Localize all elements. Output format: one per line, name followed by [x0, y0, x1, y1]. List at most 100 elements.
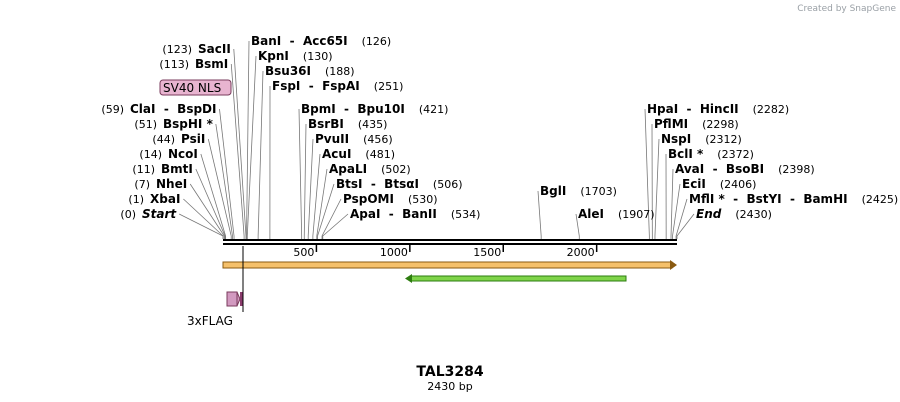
site-bsu36i[interactable]: Bsu36I (188): [265, 64, 355, 78]
site-leader-line: [672, 183, 681, 239]
site-position: (11): [132, 163, 155, 176]
site-leader-line: [200, 153, 227, 239]
site-leader-line: [246, 40, 250, 239]
site-leader-line: [654, 138, 660, 239]
site-name: BclI *: [668, 147, 704, 161]
ruler-tick-label: 1500: [473, 246, 501, 259]
site-leader-line: [575, 213, 580, 239]
site-ecii[interactable]: EciI (2406): [682, 177, 756, 191]
site-name: PsiI: [181, 132, 205, 146]
site-pspomi[interactable]: PspOMI (530): [343, 192, 438, 206]
site-position: (59): [101, 103, 124, 116]
site-name: NheI: [156, 177, 187, 191]
site-name: ApaLI: [329, 162, 367, 176]
site-end[interactable]: End (2430): [696, 207, 772, 221]
site-name: BpmI - Bpu10I: [301, 102, 405, 116]
site-position: (113): [159, 58, 189, 71]
site-position: (123): [162, 43, 192, 56]
site-leader-line: [207, 138, 232, 239]
site-position: (2372): [717, 148, 754, 161]
site-btsi-bts-i[interactable]: BtsI - BtsαI (506): [336, 177, 463, 191]
map-title: TAL3284: [416, 364, 483, 380]
site-name: AvaI - BsoBI: [675, 162, 764, 176]
site-position: (2282): [753, 103, 790, 116]
feature-sv40-nls[interactable]: SV40 NLS: [159, 79, 232, 96]
site-avai-bsobi[interactable]: AvaI - BsoBI (2398): [675, 162, 815, 176]
site-bmti[interactable]: BmtI (11): [132, 162, 192, 176]
site-position: (126): [362, 35, 392, 48]
site-position: (2425): [862, 193, 899, 206]
site-acui[interactable]: AcuI (481): [322, 147, 395, 161]
site-leader-line: [675, 198, 688, 239]
orf-forward: [222, 260, 677, 270]
site-ncoi[interactable]: NcoI (14): [139, 147, 197, 161]
site-position: (14): [139, 148, 162, 161]
site-leader-line: [322, 213, 349, 239]
site-fspi-fspai[interactable]: FspI - FspAI (251): [272, 79, 403, 93]
site-leader-line: [303, 123, 307, 239]
site-bpmi-bpu10i[interactable]: BpmI - Bpu10I (421): [301, 102, 448, 116]
site-psii[interactable]: PsiI (44): [152, 132, 205, 146]
site-leader-line: [219, 108, 235, 239]
site-position: (1907): [618, 208, 655, 221]
site-apai-banii[interactable]: ApaI - BanII (534): [350, 207, 480, 221]
site-position: (1703): [580, 185, 617, 198]
site-position: (7): [134, 178, 150, 191]
site-position: (502): [381, 163, 411, 176]
site-name: BsmI: [195, 57, 228, 71]
site-position: (44): [152, 133, 175, 146]
site-name: NcoI: [168, 147, 198, 161]
site-name: PspOMI: [343, 192, 394, 206]
site-bsmi[interactable]: BsmI (113): [159, 57, 228, 71]
site-leader-lines: [178, 40, 695, 239]
site-leader-line: [233, 48, 247, 239]
ruler-tick-label: 500: [293, 246, 314, 259]
site-position: (1): [128, 193, 144, 206]
site-sacii[interactable]: SacII (123): [162, 42, 230, 56]
site-leader-line: [215, 123, 233, 239]
site-position: (530): [408, 193, 438, 206]
site-nhei[interactable]: NheI (7): [134, 177, 187, 191]
site-hpai-hincii[interactable]: HpaI - HincII (2282): [647, 102, 789, 116]
site-name: MflI * - BstYI - BamHI: [689, 192, 848, 206]
site-name: BglI: [540, 184, 566, 198]
site-name: AleI: [578, 207, 604, 221]
site-mfli-bstyi-bamhi[interactable]: MflI * - BstYI - BamHI (2425): [689, 192, 898, 206]
site-alei[interactable]: AleI (1907): [578, 207, 655, 221]
site-position: (456): [363, 133, 393, 146]
site-pflmi[interactable]: PflMI (2298): [654, 117, 739, 131]
site-name: ClaI - BspDI: [130, 102, 216, 116]
feature-3xflag[interactable]: 3xFLAG: [187, 246, 244, 328]
site-nspi[interactable]: NspI (2312): [661, 132, 742, 146]
site-position: (251): [374, 80, 404, 93]
site-bsphi[interactable]: BspHI * (51): [134, 117, 213, 131]
site-leader-line: [312, 153, 321, 239]
site-name: XbaI: [150, 192, 180, 206]
site-name: PvuII: [315, 132, 349, 146]
site-position: (2398): [778, 163, 815, 176]
site-bsrbi[interactable]: BsrBI (435): [308, 117, 387, 131]
site-name: EciI: [682, 177, 706, 191]
site-clai-bspdi[interactable]: ClaI - BspDI (59): [101, 102, 216, 116]
site-name: PflMI: [654, 117, 688, 131]
site-leader-line: [257, 70, 264, 239]
site-apali[interactable]: ApaLI (502): [329, 162, 411, 176]
site-name: End: [696, 207, 722, 221]
site-kpni[interactable]: KpnI (130): [258, 49, 333, 63]
site-position: (188): [325, 65, 355, 78]
site-pvuii[interactable]: PvuII (456): [315, 132, 393, 146]
site-bgli[interactable]: BglI (1703): [540, 184, 617, 198]
site-name: AcuI: [322, 147, 351, 161]
site-position: (481): [365, 148, 395, 161]
site-leader-line: [183, 198, 224, 239]
site-name: BanI - Acc65I: [251, 34, 348, 48]
site-bcli[interactable]: BclI * (2372): [668, 147, 754, 161]
sequence-backbone: [223, 239, 677, 245]
site-xbai[interactable]: XbaI (1): [128, 192, 180, 206]
site-leader-line: [298, 108, 303, 239]
site-leader-line: [321, 198, 342, 239]
site-start[interactable]: Start (0): [120, 207, 177, 221]
site-bani-acc65i[interactable]: BanI - Acc65I (126): [251, 34, 391, 48]
site-leader-line: [316, 168, 328, 239]
